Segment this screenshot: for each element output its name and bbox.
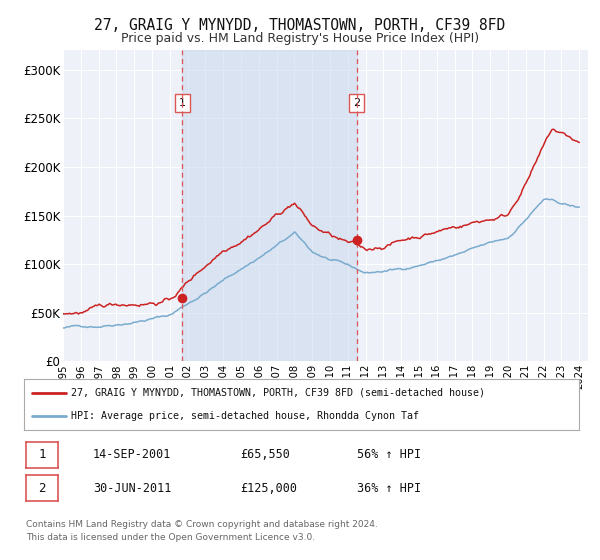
Text: 14-SEP-2001: 14-SEP-2001 <box>93 448 172 461</box>
Text: 30-JUN-2011: 30-JUN-2011 <box>93 482 172 495</box>
Text: £65,550: £65,550 <box>240 448 290 461</box>
Text: 36% ↑ HPI: 36% ↑ HPI <box>357 482 421 495</box>
Text: 1: 1 <box>38 448 46 461</box>
Text: HPI: Average price, semi-detached house, Rhondda Cynon Taf: HPI: Average price, semi-detached house,… <box>71 411 419 421</box>
Text: 27, GRAIG Y MYNYDD, THOMASTOWN, PORTH, CF39 8FD (semi-detached house): 27, GRAIG Y MYNYDD, THOMASTOWN, PORTH, C… <box>71 388 485 398</box>
Text: £125,000: £125,000 <box>240 482 297 495</box>
Text: 56% ↑ HPI: 56% ↑ HPI <box>357 448 421 461</box>
Text: 1: 1 <box>179 98 186 108</box>
Text: Price paid vs. HM Land Registry's House Price Index (HPI): Price paid vs. HM Land Registry's House … <box>121 32 479 45</box>
Text: 27, GRAIG Y MYNYDD, THOMASTOWN, PORTH, CF39 8FD: 27, GRAIG Y MYNYDD, THOMASTOWN, PORTH, C… <box>94 18 506 33</box>
Text: 2: 2 <box>353 98 360 108</box>
Text: Contains HM Land Registry data © Crown copyright and database right 2024.: Contains HM Land Registry data © Crown c… <box>26 520 377 529</box>
Text: 2: 2 <box>38 482 46 495</box>
Bar <box>182 50 356 361</box>
Text: This data is licensed under the Open Government Licence v3.0.: This data is licensed under the Open Gov… <box>26 533 315 542</box>
